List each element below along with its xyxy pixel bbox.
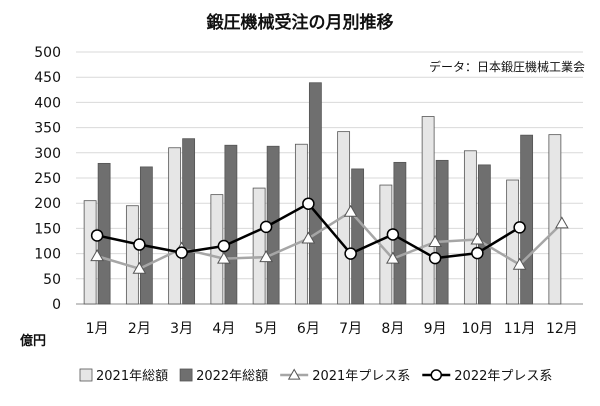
- y-tick-label: 250: [34, 171, 61, 187]
- bar: [224, 144, 238, 305]
- y-tick-label: 350: [34, 121, 61, 137]
- x-tick-label: 9月: [424, 321, 447, 337]
- y-tick-label: 200: [34, 196, 61, 212]
- bar: [308, 82, 322, 305]
- data-point: [344, 247, 357, 260]
- y-tick-label: 100: [34, 247, 61, 263]
- bar: [421, 116, 435, 305]
- y-tick-label: 150: [34, 221, 61, 237]
- x-tick-label: 6月: [297, 321, 320, 337]
- x-tick-label: 10月: [461, 321, 493, 337]
- data-point: [217, 251, 231, 264]
- y-axis-ticks: 0 50 100 150 200 250 300 350 400 450 500: [34, 45, 61, 313]
- data-point: [259, 250, 273, 263]
- bar: [182, 138, 196, 305]
- x-tick-label: 1月: [86, 321, 109, 337]
- bar: [477, 164, 491, 305]
- y-tick-label: 450: [34, 70, 61, 86]
- x-tick-label: 11月: [504, 321, 536, 337]
- data-point: [555, 216, 569, 229]
- x-tick-label: 5月: [255, 321, 278, 337]
- legend-swatch: [79, 368, 93, 382]
- grid-lines: [76, 51, 583, 305]
- x-tick-label: 12月: [546, 321, 578, 337]
- bar: [125, 205, 139, 305]
- data-point: [133, 238, 146, 251]
- legend-label: 2022年総額: [196, 369, 268, 384]
- y-tick-label: 400: [34, 95, 61, 111]
- data-point: [175, 246, 188, 259]
- x-tick-label: 4月: [212, 321, 235, 337]
- bar: [520, 134, 534, 305]
- bar: [252, 187, 266, 305]
- bar-series: [83, 82, 562, 305]
- line-series: [90, 197, 569, 274]
- data-point: [470, 232, 485, 245]
- data-point: [343, 204, 358, 217]
- data-point: [513, 221, 526, 234]
- y-tick-label: 0: [52, 297, 61, 313]
- data-point: [386, 228, 400, 241]
- data-source-note: データ：日本鍛圧機械工業会: [429, 59, 585, 74]
- legend: 2021年総額 2022年総額 2021年プレス系 2022年プレス系: [79, 368, 552, 384]
- chart-title: 鍛圧機械受注の月別推移: [207, 12, 394, 33]
- data-point: [471, 246, 484, 260]
- bar: [337, 131, 351, 305]
- y-tick-label: 500: [34, 45, 61, 61]
- legend-marker: [287, 368, 301, 380]
- data-point: [217, 239, 231, 253]
- legend-label: 2022年プレス系: [454, 369, 552, 384]
- data-point: [259, 220, 273, 234]
- data-point: [512, 257, 527, 270]
- bar: [506, 179, 520, 305]
- bar: [351, 168, 365, 305]
- data-point: [428, 251, 442, 265]
- data-point: [90, 229, 104, 242]
- x-tick-label: 7月: [339, 321, 362, 337]
- data-point: [428, 235, 442, 248]
- legend-label: 2021年総額: [96, 369, 168, 384]
- data-point: [90, 249, 104, 262]
- y-axis-unit-label: 億円: [20, 333, 46, 349]
- y-tick-label: 300: [34, 146, 61, 162]
- legend-marker: [430, 369, 443, 381]
- x-tick-label: 3月: [170, 321, 193, 337]
- bar: [139, 166, 153, 305]
- x-tick-label: 2月: [128, 321, 151, 337]
- bar: [83, 200, 97, 305]
- bar: [168, 147, 182, 305]
- series-line: [96, 210, 563, 270]
- y-tick-label: 50: [43, 272, 61, 288]
- legend-swatch: [179, 368, 193, 382]
- x-tick-label: 8月: [381, 321, 404, 337]
- x-axis-ticks: 1月 2月 3月 4月 5月 6月 7月 8月 9月 10月 11月 12月: [86, 321, 578, 337]
- data-point: [132, 261, 147, 274]
- data-point: [302, 197, 315, 210]
- bar: [463, 150, 477, 305]
- bar: [548, 134, 562, 305]
- bar: [435, 159, 449, 305]
- data-point: [386, 251, 400, 264]
- bar: [294, 143, 308, 305]
- series-line: [96, 202, 521, 260]
- data-point: [301, 231, 316, 244]
- legend-label: 2021年プレス系: [312, 369, 410, 384]
